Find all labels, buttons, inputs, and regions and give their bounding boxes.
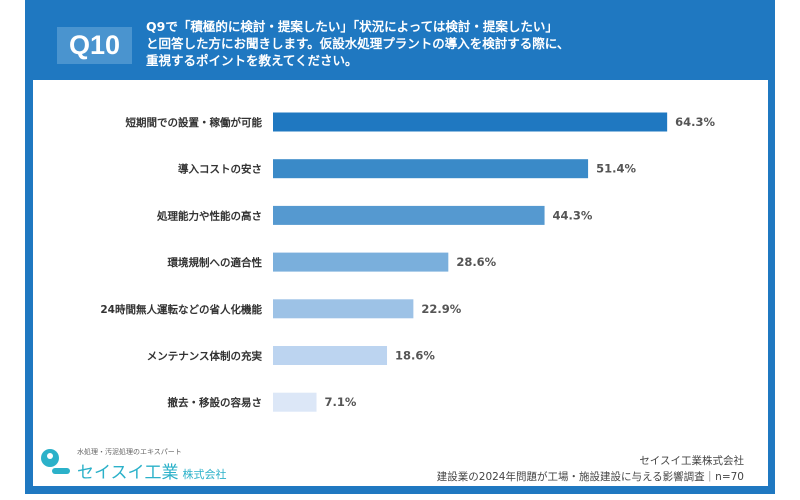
question-text: Q9で「積極的に検討・提案したい」「状況によっては検討・提案したい」 と回答した…: [146, 19, 570, 68]
value-label: 64.3%: [675, 115, 715, 129]
bar: [273, 392, 317, 412]
survey-info: 建設業の2024年問題が工場・施設建設に与える影響調査｜n=70: [436, 471, 744, 483]
category-label: 環境規制への適合性: [168, 256, 263, 269]
bar: [273, 346, 388, 365]
tagline: 水処理・汚泥処理のエキスパート: [77, 448, 182, 456]
value-label: 51.4%: [596, 162, 636, 176]
value-label: 18.6%: [395, 349, 435, 363]
value-label: 22.9%: [421, 302, 461, 316]
logo-icon: [41, 449, 70, 474]
company-name: セイスイ工業株式会社: [639, 455, 744, 467]
bar: [273, 112, 668, 132]
bar: [273, 299, 414, 319]
value-label: 7.1%: [325, 395, 357, 409]
chart-panel: [33, 80, 768, 486]
category-label: 撤去・移設の容易さ: [168, 396, 263, 409]
category-label: 処理能力や性能の高さ: [156, 209, 262, 222]
bar: [273, 159, 589, 179]
category-label: 導入コストの安さ: [178, 163, 262, 176]
question-badge: Q10: [57, 27, 132, 64]
category-label: 24時間無人運転などの省人化機能: [100, 303, 262, 316]
value-label: 44.3%: [553, 208, 593, 222]
value-label: 28.6%: [456, 255, 496, 269]
bar: [273, 205, 545, 225]
brand-main: セイスイ工業: [77, 463, 179, 483]
brand-suffix: 株式会社: [182, 468, 227, 481]
credit: セイスイ工業株式会社 建設業の2024年問題が工場・施設建設に与える影響調査｜n…: [437, 453, 744, 485]
brand-name: セイスイ工業 株式会社: [77, 458, 227, 483]
bar: [273, 252, 449, 272]
category-label: 短期間での設置・稼働が可能: [126, 116, 263, 129]
category-label: メンテナンス体制の充実: [147, 350, 263, 363]
